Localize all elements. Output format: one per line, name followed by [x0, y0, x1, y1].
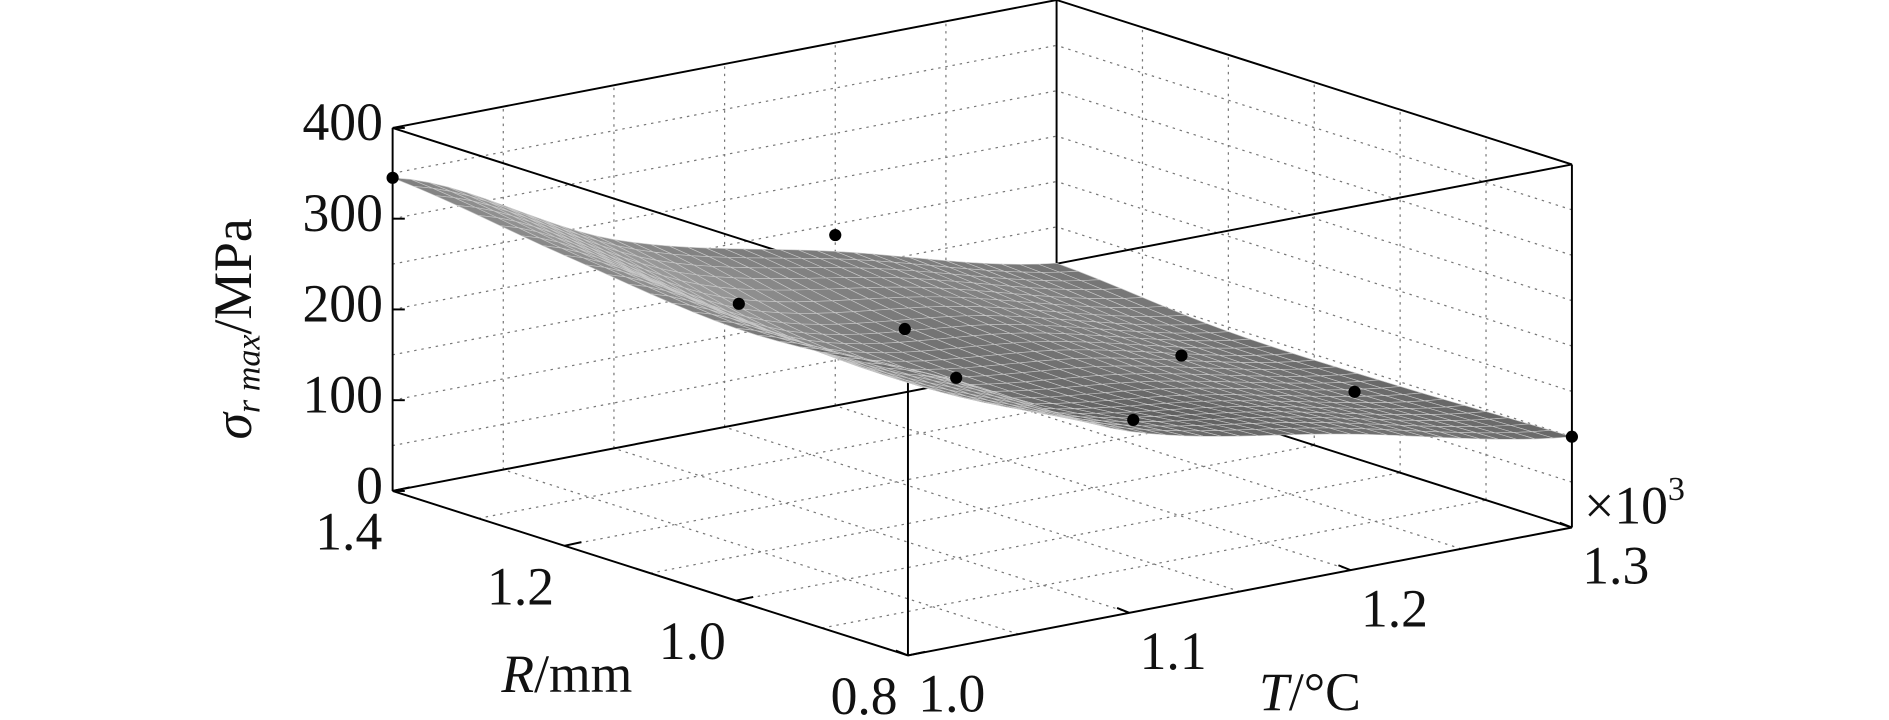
data-point	[1175, 349, 1188, 362]
grid-line	[392, 135, 1057, 265]
tick-mark	[1559, 521, 1573, 529]
r-axis-title: R/mm	[500, 644, 632, 704]
grid-line	[821, 499, 1487, 629]
multiplier-base: ×10	[1584, 476, 1668, 536]
grid-line	[1056, 226, 1573, 392]
grid-line	[835, 405, 1351, 571]
t-axis-title: T/°C	[1259, 662, 1361, 720]
z-tick-label: 400	[302, 92, 382, 152]
data-point	[950, 371, 963, 384]
t-tick-label: 1.3	[1582, 536, 1649, 596]
tick-mark	[1338, 564, 1351, 572]
grid-line	[1056, 180, 1573, 347]
data-point	[1348, 385, 1361, 398]
data-point	[829, 228, 842, 242]
r-tick-label: 1.0	[659, 611, 726, 671]
data-point	[898, 322, 911, 336]
t-tick-label: 1.1	[1140, 621, 1207, 681]
t-unit: /°C	[1289, 662, 1361, 720]
t-symbol: T	[1259, 662, 1292, 720]
z-tick-label: 0	[356, 455, 383, 515]
t-tick-label: 1.2	[1361, 578, 1428, 638]
z-tick-label: 100	[302, 364, 382, 424]
grid-line	[736, 472, 1401, 602]
grid-line	[503, 469, 1019, 635]
axis-edge	[907, 526, 1573, 657]
grid-line	[650, 444, 1315, 574]
r-tick-label: 1.2	[487, 556, 554, 616]
z-symbol: σ	[203, 411, 263, 440]
tick-mark	[1116, 607, 1130, 614]
data-point	[732, 297, 745, 310]
data-point	[1127, 413, 1140, 427]
r-tick-label: 1.4	[315, 502, 382, 562]
tick-mark	[907, 650, 926, 657]
axis-edge	[392, 0, 1057, 129]
grid-line	[1056, 90, 1573, 256]
z-subscript: r max	[230, 334, 267, 413]
z-tick-label: 300	[302, 183, 382, 243]
multiplier-exponent: 3	[1668, 471, 1685, 508]
data-point	[1565, 430, 1579, 443]
grid-line	[1056, 135, 1573, 302]
r-tick-label: 0.8	[831, 666, 898, 720]
tick-mark	[735, 596, 754, 602]
tick-mark	[895, 649, 909, 657]
t-tick-label: 1.0	[918, 664, 985, 720]
z-unit: /MPa	[203, 218, 263, 334]
surface-cell	[886, 367, 927, 376]
data-point	[386, 171, 399, 184]
z-tick-label: 200	[302, 274, 382, 334]
grid-line	[1056, 271, 1573, 438]
z-axis-title: σr max/MPa	[203, 218, 267, 439]
multiplier: ×103	[1584, 471, 1685, 536]
tick-mark	[564, 541, 582, 547]
r-unit: /mm	[534, 644, 632, 704]
grid-line	[1056, 44, 1573, 211]
grid-line	[613, 447, 1130, 614]
axis-edge	[392, 490, 909, 657]
grid-line	[392, 90, 1057, 220]
grid-line	[392, 180, 1057, 311]
r-symbol: R	[500, 644, 534, 704]
grid-line	[564, 417, 1229, 547]
tick-mark	[392, 486, 410, 492]
axis-edge	[1056, 0, 1573, 166]
grid-line	[392, 44, 1057, 174]
